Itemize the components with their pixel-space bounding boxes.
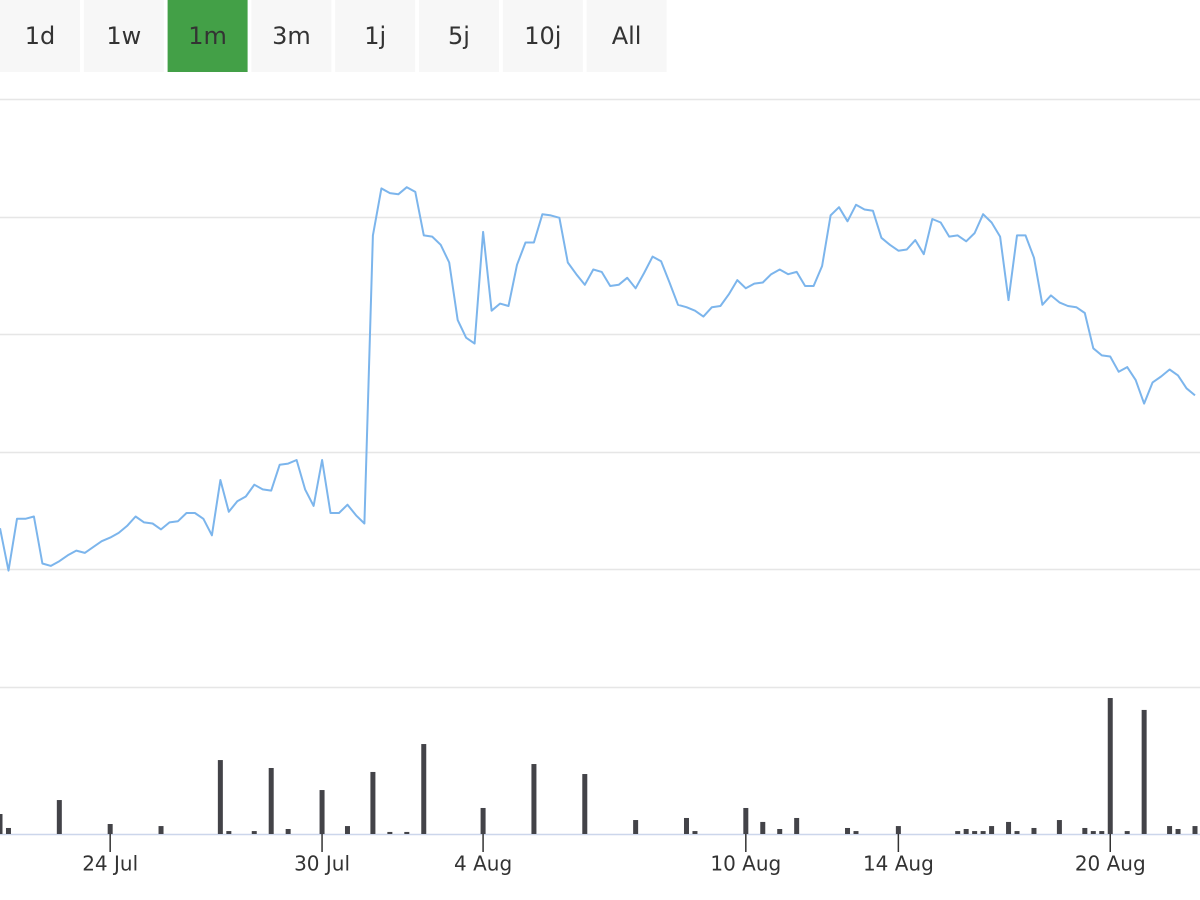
volume-bar [1006, 821, 1012, 834]
volume-bar [1099, 831, 1105, 834]
volume-bar [480, 807, 486, 834]
range-button-label[interactable]: 1w [106, 22, 141, 50]
volume-bar [853, 831, 859, 834]
range-button-label[interactable]: 1m [188, 22, 227, 50]
range-button[interactable] [586, 0, 667, 72]
volume-bar [989, 826, 995, 834]
volume-bar [1192, 826, 1198, 834]
volume-bar [1014, 831, 1020, 834]
x-tick-label: 30 Jul [294, 852, 350, 876]
price-line [0, 186, 1196, 572]
volume-bar [1082, 827, 1088, 834]
volume-bar [1175, 829, 1181, 834]
volume-bar [0, 814, 3, 834]
volume-bar [226, 831, 232, 834]
range-button-label[interactable]: 10j [524, 22, 561, 50]
volume-bar [895, 826, 901, 834]
volume-bar [1124, 831, 1130, 834]
volume-bar [387, 831, 393, 834]
range-button-label[interactable]: 5j [448, 22, 470, 50]
volume-bar [1031, 827, 1037, 834]
volume-bar [319, 790, 325, 834]
volume-bar [582, 774, 588, 834]
volume-bar [107, 824, 113, 834]
volume-bar [268, 767, 274, 834]
range-button-label[interactable]: 1d [25, 22, 56, 50]
volume-bar [633, 820, 639, 834]
range-button[interactable] [0, 0, 80, 72]
volume-bar [972, 831, 978, 834]
x-tick-label: 14 Aug [863, 852, 934, 876]
volume-bar [777, 829, 783, 834]
volume-bar [963, 829, 969, 834]
volume-bar [1141, 709, 1147, 834]
range-button[interactable] [251, 0, 332, 72]
range-button-label[interactable]: All [612, 22, 642, 50]
range-button[interactable] [419, 0, 499, 72]
volume-bar [743, 807, 749, 834]
volume-bar [683, 817, 689, 834]
volume-bar [370, 771, 376, 834]
x-tick-label: 24 Jul [82, 852, 138, 876]
range-button[interactable] [167, 0, 248, 72]
x-tick-label: 10 Aug [710, 852, 781, 876]
volume-bar [760, 821, 766, 834]
volume-bar [794, 817, 800, 834]
x-tick-label: 4 Aug [454, 852, 512, 876]
volume-bar [955, 831, 961, 834]
volume-bar [1167, 826, 1173, 834]
volume-bar [5, 827, 11, 834]
volume-bar [980, 831, 986, 834]
range-button[interactable] [502, 0, 583, 72]
volume-bar [56, 800, 62, 834]
volume-bar [845, 827, 851, 834]
volume-bar [1056, 820, 1062, 834]
volume-bar [1107, 698, 1113, 834]
volume-bar [692, 831, 698, 834]
range-button[interactable] [335, 0, 416, 72]
volume-bar [421, 744, 427, 834]
volume-bar [217, 760, 223, 834]
range-button[interactable] [83, 0, 164, 72]
volume-bar [251, 831, 257, 834]
range-button-label[interactable]: 1j [364, 22, 386, 50]
volume-bar [285, 829, 291, 834]
volume-bar [531, 764, 537, 834]
volume-bar [1090, 831, 1096, 834]
volume-bar [404, 831, 410, 834]
x-tick-label: 20 Aug [1075, 852, 1146, 876]
volume-bar [158, 826, 164, 834]
volume-bar [344, 826, 350, 834]
range-button-label[interactable]: 3m [272, 22, 311, 50]
